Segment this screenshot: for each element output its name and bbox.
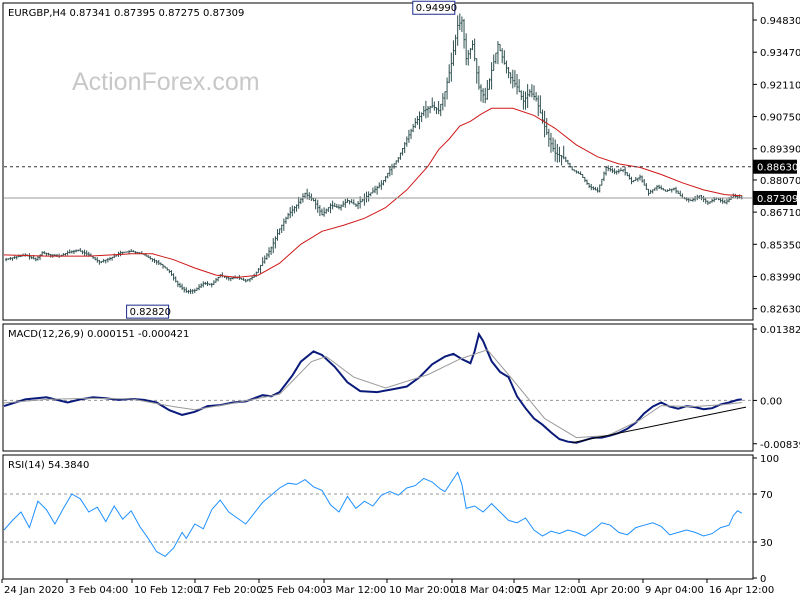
rsi-pane <box>2 454 754 580</box>
x-tick-label: 25 Mar 12:00 <box>516 585 583 596</box>
x-tick-label: 18 Mar 04:00 <box>454 585 521 596</box>
x-tick-label: 17 Feb 20:00 <box>197 585 263 596</box>
rsi-y-axis: 100 70 30 0 <box>753 454 779 585</box>
macd-tick-label: 0.013821 <box>760 325 800 336</box>
macd-y-axis: 0.013821 0.00 -0.008397 <box>753 325 800 451</box>
rsi-title: RSI(14) 54.3840 <box>8 460 89 471</box>
macd-title: MACD(12,26,9) 0.000151 -0.000421 <box>8 329 189 340</box>
price-y-axis: 0.94830 0.93470 0.92110 0.90750 0.89390 0.880… <box>753 16 800 316</box>
high-label-box <box>412 0 456 15</box>
price-tick-label: 0.94830 <box>760 16 800 27</box>
macd-pane <box>2 323 754 452</box>
low-label: 0.82820 <box>130 307 171 318</box>
price-tick-label: 0.83990 <box>760 272 800 283</box>
x-tick-label: 9 Apr 04:00 <box>645 585 704 596</box>
price-labels: 0.88630 0.87309 0.94990 0.82820 <box>4 0 798 319</box>
x-tick-label: 1 Apr 20:00 <box>581 585 640 596</box>
macd-signal-line <box>3 349 742 439</box>
price-series <box>3 13 743 294</box>
macd-main-line <box>3 331 742 444</box>
rsi-series <box>3 471 743 558</box>
x-tick-label: 3 Mar 12:00 <box>326 585 386 596</box>
macd-series <box>3 331 747 444</box>
price-tag-box <box>753 190 797 205</box>
rsi-tick-label: 100 <box>760 454 779 465</box>
high-label: 0.94990 <box>416 3 457 14</box>
x-tick-label: 10 Mar 20:00 <box>389 585 456 596</box>
macd-tick-label: 0.00 <box>760 396 782 407</box>
price-tick-label: 0.89390 <box>760 145 800 156</box>
rsi-tick-label: 0 <box>760 574 766 585</box>
price-tick-label: 0.90750 <box>760 113 800 124</box>
x-tick-label: 25 Feb 04:00 <box>261 585 327 596</box>
x-tick-label: 3 Feb 04:00 <box>69 585 128 596</box>
price-tick-label: 0.86710 <box>760 208 800 219</box>
price-tick-label: 0.82630 <box>760 305 800 316</box>
price-tick-label: 0.85350 <box>760 240 800 251</box>
price-tick-label: 0.92110 <box>760 80 800 91</box>
price-title: EURGBP,H4 0.87341 0.87395 0.87275 0.8730… <box>8 8 244 19</box>
rsi-tick-label: 70 <box>760 490 773 501</box>
low-label-box <box>126 304 170 319</box>
watermark: ActionForex.com <box>72 68 260 96</box>
rsi-line <box>3 471 743 558</box>
price-tag-label: 0.88630 <box>757 163 798 174</box>
macd-tick-label: -0.008397 <box>760 440 800 451</box>
x-tick-label: 24 Jan 2020 <box>4 585 64 596</box>
rsi-tick-label: 30 <box>760 538 773 549</box>
macd-trendline <box>572 406 747 444</box>
price-tick-label: 0.93470 <box>760 48 800 59</box>
sma-line <box>3 107 742 278</box>
rsi-level-lines <box>4 493 752 543</box>
pane-frames <box>2 2 754 580</box>
price-tick-label: 0.88070 <box>760 176 800 187</box>
price-tag-box <box>753 159 797 174</box>
x-tick-label: 16 Apr 12:00 <box>709 585 774 596</box>
price-tag-label: 0.87309 <box>757 194 798 205</box>
x-tick-label: 10 Feb 12:00 <box>134 585 200 596</box>
